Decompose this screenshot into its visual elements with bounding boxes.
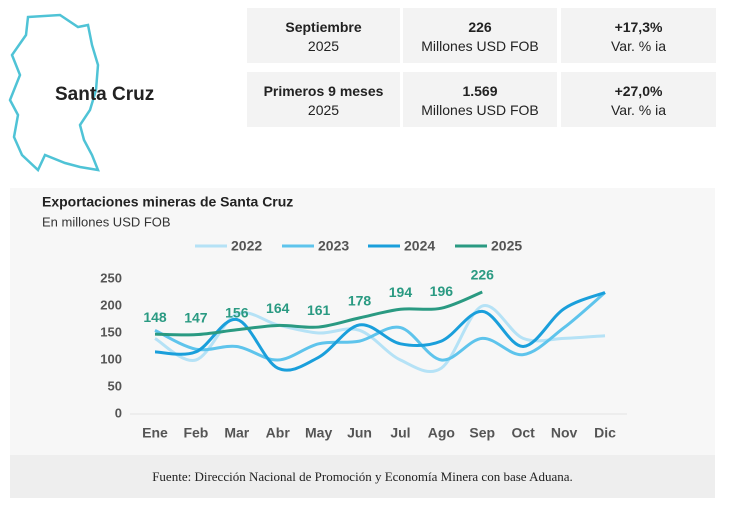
chart-title: Exportaciones mineras de Santa Cruz [42,194,293,210]
stat-label: +17,3% [614,19,663,35]
data-label: 178 [348,293,372,309]
x-tick-label: Dic [594,425,616,441]
chart-subtitle: En millones USD FOB [42,214,171,229]
data-label: 164 [266,300,290,316]
x-tick-label: Nov [551,425,578,441]
series-line [154,291,606,372]
data-label: 196 [430,283,454,299]
y-tick-label: 50 [108,378,122,393]
y-tick-label: 0 [115,405,122,420]
stat-label: 226 [468,19,492,35]
stat-label: Primeros 9 meses [263,83,384,99]
legend-label: 2024 [404,238,435,254]
x-tick-label: Abr [266,425,291,441]
map [8,13,100,173]
stat-sub: Millones USD FOB [421,102,539,118]
y-tick-label: 150 [100,324,122,339]
x-tick-label: May [305,425,332,441]
stat-label: +27,0% [614,83,663,99]
stat-cell: 226 Millones USD FOB [403,8,557,63]
stat-sub: Millones USD FOB [421,38,539,54]
x-tick-label: Ago [428,425,455,441]
data-label: 147 [184,309,208,325]
stat-cell: Primeros 9 meses 2025 [247,72,400,127]
data-label: 156 [225,304,249,320]
x-tick-label: Feb [183,425,208,441]
y-tick-label: 100 [100,351,122,366]
legend-label: 2025 [491,238,522,254]
chart: Exportaciones mineras de Santa Cruz En m… [42,194,627,441]
series-line [154,290,483,337]
source: Fuente: Dirección Nacional de Promoción … [10,455,715,498]
x-tick-label: Oct [512,425,536,441]
stat-label: Septiembre [285,19,362,35]
y-tick-label: 200 [100,297,122,312]
legend-label: 2022 [231,238,262,254]
x-tick-label: Sep [469,425,495,441]
x-tick-label: Ene [142,425,168,441]
legend-label: 2023 [318,238,349,254]
chart-panel [10,188,715,498]
x-tick-label: Mar [224,425,249,441]
stat-cell: Septiembre 2025 [247,8,400,63]
stat-label: 1.569 [462,83,498,99]
data-label: 148 [143,309,167,325]
region-name: Santa Cruz [55,84,155,105]
stat-sub: Var. % ia [611,38,666,54]
x-tick-label: Jun [347,425,372,441]
data-label: 161 [307,302,331,318]
x-tick-label: Jul [390,425,410,441]
stat-cell: 1.569 Millones USD FOB [403,72,557,127]
stat-cell: +17,3% Var. % ia [561,8,716,63]
stat-sub: Var. % ia [611,102,666,118]
data-label: 226 [471,267,495,283]
stat-cell: +27,0% Var. % ia [561,72,716,127]
stat-sub: 2025 [307,102,340,118]
series-line [154,304,606,374]
data-label: 194 [389,284,413,300]
y-tick-label: 250 [100,270,122,285]
stat-sub: 2025 [307,38,340,54]
map-outline [8,13,100,173]
